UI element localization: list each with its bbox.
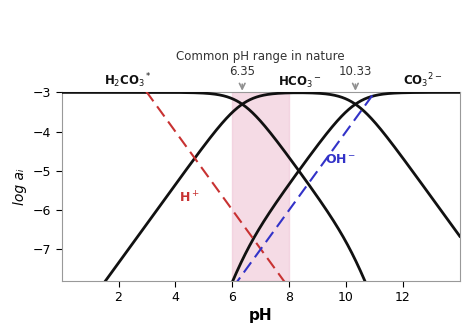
Bar bbox=[232, 92, 289, 280]
Text: 10.33: 10.33 bbox=[339, 64, 372, 78]
Y-axis label: log aᵢ: log aᵢ bbox=[13, 168, 27, 205]
X-axis label: pH: pH bbox=[249, 308, 273, 323]
Text: Common pH range in nature: Common pH range in nature bbox=[176, 50, 345, 63]
Text: HCO$_3$$^-$: HCO$_3$$^-$ bbox=[278, 75, 322, 90]
Text: 6.35: 6.35 bbox=[229, 64, 255, 78]
Text: H$^+$: H$^+$ bbox=[179, 190, 200, 206]
Text: OH$^-$: OH$^-$ bbox=[325, 152, 356, 166]
Text: H$_2$CO$_3$$^*$: H$_2$CO$_3$$^*$ bbox=[104, 72, 152, 90]
Text: CO$_3$$^{2-}$: CO$_3$$^{2-}$ bbox=[403, 72, 442, 90]
